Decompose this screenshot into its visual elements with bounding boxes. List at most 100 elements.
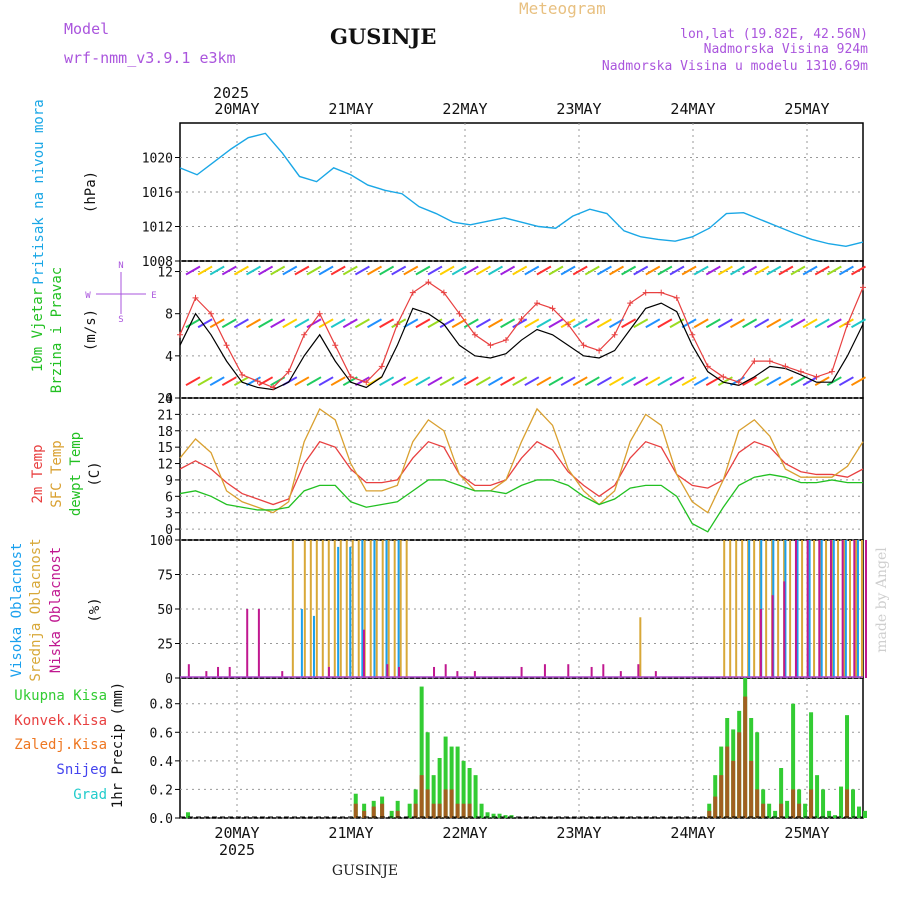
gust-marker bbox=[363, 379, 370, 386]
low-cloud-bar bbox=[829, 540, 832, 678]
wind-arrow bbox=[427, 376, 443, 387]
wind-arrow bbox=[403, 376, 419, 387]
wind-arrow bbox=[645, 265, 661, 276]
gust-marker bbox=[301, 331, 308, 338]
wind-arrow bbox=[814, 318, 830, 329]
mid-cloud-bar bbox=[837, 540, 840, 678]
temp-tick-label: 6 bbox=[165, 490, 173, 505]
low-cloud-bar bbox=[543, 664, 546, 678]
total-rain-bar bbox=[449, 746, 454, 818]
wind-arrow bbox=[802, 265, 818, 276]
pressure-tick-label: 1020 bbox=[142, 152, 173, 167]
pressure-title: Pritisak na nivou mora bbox=[31, 99, 47, 284]
total-rain-bar bbox=[785, 800, 790, 818]
wind-arrow bbox=[705, 318, 721, 329]
top-day-label: 25MAY bbox=[784, 100, 829, 118]
compass-south: S bbox=[118, 315, 123, 325]
wind-arrow bbox=[536, 265, 552, 276]
total-rain-bar bbox=[395, 800, 400, 818]
total-rain-bar bbox=[755, 732, 760, 818]
compass-north: N bbox=[118, 261, 123, 271]
gust-marker bbox=[239, 371, 246, 378]
gust-marker bbox=[797, 368, 804, 375]
convective-rain-bar bbox=[353, 803, 358, 818]
wind-ylabel: (m/s) bbox=[83, 309, 99, 351]
model-elevation: Nadmorska Visina u modelu 1310.69m bbox=[602, 59, 868, 74]
gust-marker bbox=[425, 279, 432, 286]
gust-marker bbox=[704, 363, 711, 370]
mid-cloud-bar bbox=[345, 540, 348, 678]
low-cloud-bar bbox=[759, 609, 762, 678]
gust-marker bbox=[394, 321, 401, 328]
precip-tick-label: 0.0 bbox=[150, 812, 173, 827]
convective-rain-bar bbox=[437, 803, 442, 818]
high-cloud-bar bbox=[820, 540, 823, 678]
gust-marker bbox=[565, 321, 572, 328]
wind-arrow bbox=[596, 265, 612, 276]
wind-arrow bbox=[270, 265, 286, 276]
convective-rain-bar bbox=[791, 789, 796, 818]
convective-rain-bar bbox=[419, 775, 424, 818]
cloud-tick-label: 50 bbox=[157, 603, 173, 618]
wind-arrow bbox=[657, 318, 673, 329]
temp-ylabel: (C) bbox=[87, 461, 103, 486]
low-cloud-bar bbox=[818, 540, 821, 678]
wind-arrow bbox=[790, 265, 806, 276]
convective-rain-bar bbox=[431, 803, 436, 818]
high-cloud-label: Visoka Oblacnost bbox=[9, 543, 25, 678]
mid-cloud-bar bbox=[339, 540, 342, 678]
wind-arrow bbox=[246, 318, 261, 329]
low-cloud-bar bbox=[205, 671, 208, 678]
precip-tick-label: 0.2 bbox=[150, 783, 173, 798]
convective-rain-bar bbox=[749, 760, 754, 818]
wind-arrow bbox=[415, 265, 431, 276]
mid-cloud-bar bbox=[327, 540, 330, 678]
mid-cloud-bar bbox=[357, 540, 360, 678]
wind-arrow bbox=[270, 318, 286, 329]
total-rain-bar bbox=[773, 810, 778, 818]
mid-cloud-bar bbox=[351, 540, 354, 678]
sfc-temp-label: SFC Temp bbox=[49, 440, 65, 507]
convective-rain-bar bbox=[425, 789, 430, 818]
wind-arrow bbox=[439, 376, 455, 387]
wind-arrow bbox=[633, 376, 649, 387]
gust-marker bbox=[658, 289, 665, 296]
wind-arrow bbox=[197, 318, 213, 329]
total-rain-bar bbox=[185, 812, 190, 818]
low-cloud-bar bbox=[444, 664, 447, 678]
top-day-labels: 20MAY 21MAY 22MAY 23MAY 24MAY 25MAY bbox=[214, 100, 829, 118]
convective-rain-bar bbox=[845, 789, 850, 818]
mid-cloud-bar bbox=[387, 540, 390, 678]
wind-arrow bbox=[851, 376, 866, 387]
wind-arrow bbox=[463, 376, 479, 387]
wind-arrow bbox=[766, 318, 782, 329]
precip-ylabel: 1hr Precip (mm) bbox=[110, 682, 126, 808]
total-rain-bar bbox=[461, 760, 466, 818]
wind-arrow bbox=[766, 376, 782, 387]
bottom-day-label: 24MAY bbox=[670, 824, 715, 842]
top-day-label: 24MAY bbox=[670, 100, 715, 118]
mid-cloud-bar bbox=[291, 540, 294, 678]
temp2m-label: 2m Temp bbox=[30, 444, 46, 503]
mid-cloud-bar bbox=[639, 617, 642, 678]
temp-tick-label: 3 bbox=[165, 507, 173, 522]
pressure-panel: 1008 1012 1016 1020 bbox=[142, 132, 864, 270]
total-rain-bar bbox=[821, 789, 826, 818]
wind-arrow bbox=[826, 376, 842, 387]
convective-rain-bar bbox=[413, 803, 418, 818]
legend-hail: Grad bbox=[73, 787, 107, 803]
wind-arrow bbox=[427, 318, 443, 329]
high-cloud-bar bbox=[784, 540, 787, 678]
wind-arrow bbox=[548, 265, 564, 276]
convective-rain-bar bbox=[761, 803, 766, 818]
wind-arrow bbox=[742, 318, 758, 329]
mid-cloud-bar bbox=[855, 540, 858, 678]
wind-arrow bbox=[657, 376, 673, 387]
wind-arrow bbox=[693, 265, 709, 276]
total-rain-bar bbox=[767, 803, 772, 818]
wind-arrow bbox=[306, 265, 322, 276]
mid-cloud-bar bbox=[735, 540, 738, 678]
wind-arrow bbox=[717, 265, 733, 276]
legend-freezing-rain: Zaledj.Kisa bbox=[14, 737, 107, 753]
wind-gust-line bbox=[179, 281, 864, 389]
